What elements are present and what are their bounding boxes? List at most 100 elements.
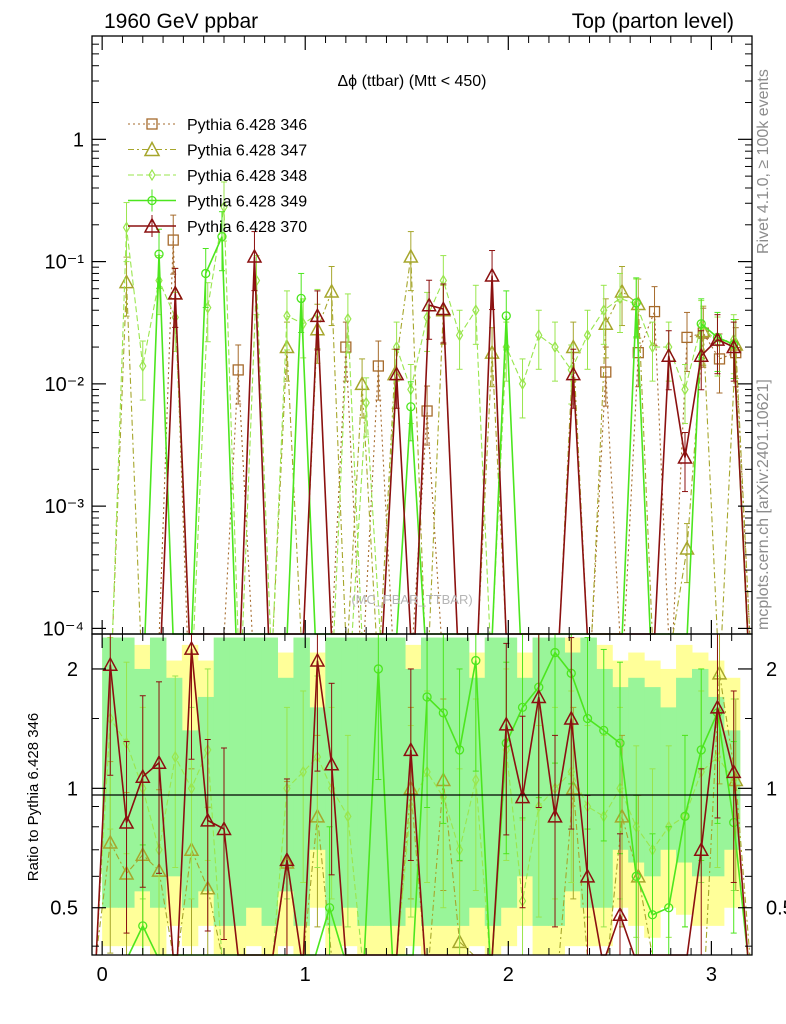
legend-item: Pythia 6.428 349 xyxy=(128,189,307,212)
data-point xyxy=(693,347,709,362)
data-point xyxy=(550,647,560,658)
x-tick-label: 0 xyxy=(97,964,108,986)
data-point xyxy=(118,274,135,289)
data-point xyxy=(143,140,161,157)
data-point xyxy=(403,248,419,263)
legend-item: Pythia 6.428 347 xyxy=(128,140,307,160)
data-point xyxy=(232,364,244,376)
data-point xyxy=(711,665,728,680)
data-point xyxy=(535,800,543,813)
rivet-label: Rivet 4.1.0, ≥ 100k events xyxy=(755,69,772,254)
band-green-bin xyxy=(612,687,629,850)
data-point xyxy=(680,811,690,821)
data-point xyxy=(183,640,200,655)
data-point xyxy=(648,340,657,354)
band-green-bin xyxy=(389,637,406,926)
data-point xyxy=(372,360,384,372)
y-tick-label: 10⁻³ xyxy=(45,496,85,518)
data-point xyxy=(324,903,335,913)
main-axes: 1 10⁻¹ 10⁻² 10⁻³ 10⁻⁴ xyxy=(43,35,753,640)
data-point xyxy=(340,341,352,353)
header-left: 1960 GeV ppbar xyxy=(104,10,258,33)
watermark: (MC_PBAR_TTBAR) xyxy=(351,592,472,607)
data-point xyxy=(143,217,161,233)
x-tick-label: 1 xyxy=(300,964,311,986)
data-point xyxy=(471,655,481,666)
data-point xyxy=(484,267,500,282)
band-green-bin xyxy=(341,637,358,908)
data-point xyxy=(472,304,480,317)
data-point xyxy=(344,810,352,823)
band-green-bin xyxy=(213,637,231,926)
ratio-series xyxy=(95,633,751,956)
data-point xyxy=(323,756,340,771)
band-green-bin xyxy=(707,696,725,877)
y-tick-label: 1 xyxy=(73,129,84,151)
data-point xyxy=(199,812,216,827)
data-point xyxy=(283,309,291,323)
header-right: Top (parton level) xyxy=(572,10,734,33)
data-point xyxy=(403,741,419,757)
data-point xyxy=(631,298,641,308)
data-point xyxy=(547,808,563,823)
data-point xyxy=(696,319,706,329)
data-point xyxy=(354,375,370,391)
ratio-y-tick-label: 2 xyxy=(67,659,78,681)
data-point xyxy=(323,283,340,298)
data-point xyxy=(455,329,464,342)
data-point xyxy=(565,780,582,795)
data-point xyxy=(664,903,674,913)
data-point xyxy=(647,910,658,920)
data-point xyxy=(514,789,531,804)
data-point xyxy=(217,231,227,242)
data-point xyxy=(388,366,405,381)
data-point xyxy=(216,820,232,836)
data-point xyxy=(579,868,596,883)
data-point xyxy=(551,340,559,354)
data-point xyxy=(167,234,179,246)
ratio-frame xyxy=(91,633,753,956)
data-point xyxy=(725,338,742,354)
chart-title: Δϕ (ttbar) (Mtt < 450) xyxy=(337,73,486,90)
band-green-bin xyxy=(293,637,310,926)
data-point xyxy=(154,249,164,259)
ratio-bands xyxy=(102,637,741,955)
data-point xyxy=(725,763,742,779)
legend-item: Pythia 6.428 370 xyxy=(128,215,307,237)
band-green-bin xyxy=(580,637,597,908)
ratio-y-tick-label: 1 xyxy=(67,778,78,800)
band-green-bin xyxy=(532,637,550,926)
data-point xyxy=(501,311,511,321)
data-point xyxy=(102,656,119,671)
data-point xyxy=(421,297,437,312)
data-point xyxy=(454,745,465,755)
band-green-bin xyxy=(484,637,502,926)
series-line xyxy=(95,716,749,956)
ratio-axes: 0.5 0.5 1 1 2 2 0 1 2 3 xyxy=(50,36,786,986)
data-point xyxy=(187,782,196,795)
ratio-y-axis-label: Ratio to Pythia 6.428 346 xyxy=(25,713,42,881)
data-point xyxy=(309,652,326,667)
main-y-ticks: 1 10⁻¹ 10⁻² 10⁻³ 10⁻⁴ xyxy=(43,35,752,640)
band-green-bin xyxy=(229,637,247,926)
data-point xyxy=(681,383,689,396)
legend-item: Pythia 6.428 348 xyxy=(128,168,307,185)
legend-label: Pythia 6.428 347 xyxy=(187,143,307,160)
x-tick-label: 2 xyxy=(503,964,514,986)
data-point xyxy=(518,377,527,391)
legend-label: Pythia 6.428 346 xyxy=(187,117,307,134)
data-point xyxy=(681,331,693,344)
data-point xyxy=(472,773,480,787)
data-point xyxy=(565,366,582,381)
band-green-bin xyxy=(564,652,581,892)
data-point xyxy=(517,702,528,713)
data-point xyxy=(421,405,433,417)
data-point xyxy=(713,353,726,365)
data-point xyxy=(709,331,726,346)
band-green-bin xyxy=(165,677,183,877)
data-point xyxy=(677,449,693,464)
band-green-bin xyxy=(261,637,279,926)
data-point xyxy=(201,268,211,279)
data-point xyxy=(435,300,452,316)
